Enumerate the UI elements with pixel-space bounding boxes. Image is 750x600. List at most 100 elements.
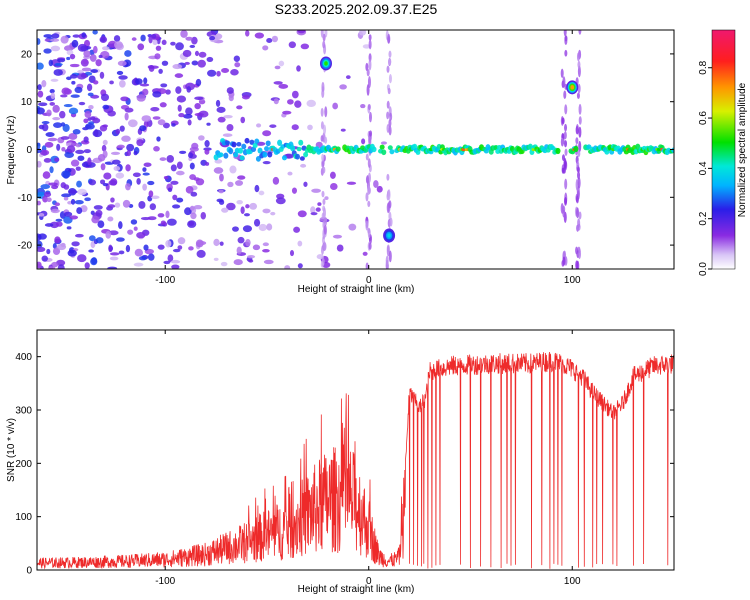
noise-blob — [282, 110, 292, 115]
noise-blob — [289, 249, 295, 257]
noise-blob — [266, 37, 273, 43]
noise-blob — [45, 132, 55, 137]
noise-blob — [191, 60, 199, 66]
noise-blob — [70, 74, 78, 79]
noise-blob — [170, 41, 176, 46]
x-tick-label: 0 — [366, 576, 372, 587]
noise-blob — [235, 180, 244, 186]
noise-blob — [71, 80, 76, 85]
noise-blob — [41, 255, 48, 262]
noise-blob — [93, 205, 103, 210]
streak-blob — [387, 33, 391, 44]
noise-blob — [245, 30, 250, 37]
noise-blob — [247, 255, 256, 259]
streak-blob — [365, 153, 369, 161]
noise-blob — [253, 218, 261, 227]
noise-blob — [336, 244, 344, 252]
colorbar-gradient — [711, 29, 736, 270]
noise-blob — [77, 188, 87, 196]
streak-blob — [564, 178, 568, 190]
noise-blob — [165, 89, 171, 95]
noise-blob — [158, 68, 163, 74]
noise-blob — [97, 220, 105, 229]
noise-blob — [167, 187, 173, 193]
noise-blob — [297, 210, 307, 218]
noise-blob — [254, 32, 265, 39]
noise-blob — [56, 143, 61, 151]
noise-blob — [209, 35, 216, 41]
noise-blob — [61, 193, 72, 198]
noise-blob — [66, 226, 72, 230]
noise-blob — [108, 179, 117, 186]
noise-blob — [157, 213, 165, 218]
noise-blob — [83, 118, 89, 124]
noise-blob — [294, 100, 302, 108]
noise-blob — [287, 99, 294, 105]
noise-blob — [236, 246, 242, 255]
noise-blob — [165, 239, 172, 248]
noise-blob — [194, 50, 200, 57]
noise-blob — [134, 248, 143, 257]
streak-blob — [365, 262, 369, 269]
streak-blob — [560, 68, 564, 79]
noise-blob — [258, 190, 265, 196]
noise-blob — [248, 259, 254, 263]
sideband-blob — [324, 61, 328, 66]
noise-blob — [138, 200, 146, 209]
streak-blob — [564, 140, 568, 148]
noise-blob — [72, 129, 81, 135]
noise-blob — [226, 202, 236, 211]
noise-blob — [92, 30, 98, 35]
noise-blob — [148, 190, 154, 198]
noise-blob — [346, 181, 357, 185]
noise-blob — [300, 163, 307, 168]
noise-blob — [69, 63, 80, 68]
noise-blob — [380, 141, 388, 145]
noise-blob — [297, 263, 303, 269]
noise-blob — [46, 248, 51, 255]
noise-blob — [167, 218, 177, 226]
noise-blob — [191, 142, 199, 150]
noise-blob — [296, 65, 301, 72]
noise-blob — [102, 104, 110, 110]
noise-blob — [188, 246, 194, 251]
streak-blob — [578, 211, 582, 220]
noise-blob — [88, 179, 97, 186]
noise-blob — [139, 83, 150, 87]
streak-blob — [576, 260, 580, 269]
noise-blob — [142, 167, 147, 172]
snr-xlabel: Height of straight line (km) — [298, 584, 415, 595]
noise-blob — [189, 205, 195, 211]
streak-blob — [320, 107, 324, 117]
noise-blob — [219, 173, 224, 182]
noise-blob — [205, 161, 210, 166]
noise-blob — [329, 171, 336, 179]
noise-blob — [37, 142, 41, 149]
noise-blob — [52, 247, 61, 255]
noise-blob — [124, 107, 134, 113]
noise-blob — [133, 262, 144, 267]
noise-blob — [99, 71, 105, 79]
noise-blob — [236, 199, 243, 205]
carrier-blob — [264, 146, 270, 152]
noise-blob — [310, 206, 316, 214]
noise-blob — [263, 259, 274, 265]
streak-blob — [578, 248, 582, 260]
noise-blob — [50, 78, 59, 82]
streak-blob — [365, 62, 369, 72]
noise-blob — [60, 94, 68, 98]
noise-blob — [44, 223, 54, 227]
noise-blob — [161, 60, 169, 66]
noise-blob — [136, 232, 146, 239]
noise-blob — [345, 75, 351, 80]
noise-blob — [240, 206, 245, 215]
noise-blob — [166, 154, 174, 163]
noise-blob — [175, 86, 182, 94]
noise-blob — [287, 171, 293, 176]
streak-blob — [578, 30, 582, 35]
noise-blob — [101, 46, 110, 51]
noise-blob — [176, 170, 185, 176]
snr-ylabel: SNR (10 * v/v) — [6, 418, 17, 482]
noise-blob — [110, 151, 121, 155]
noise-blob — [219, 241, 224, 246]
